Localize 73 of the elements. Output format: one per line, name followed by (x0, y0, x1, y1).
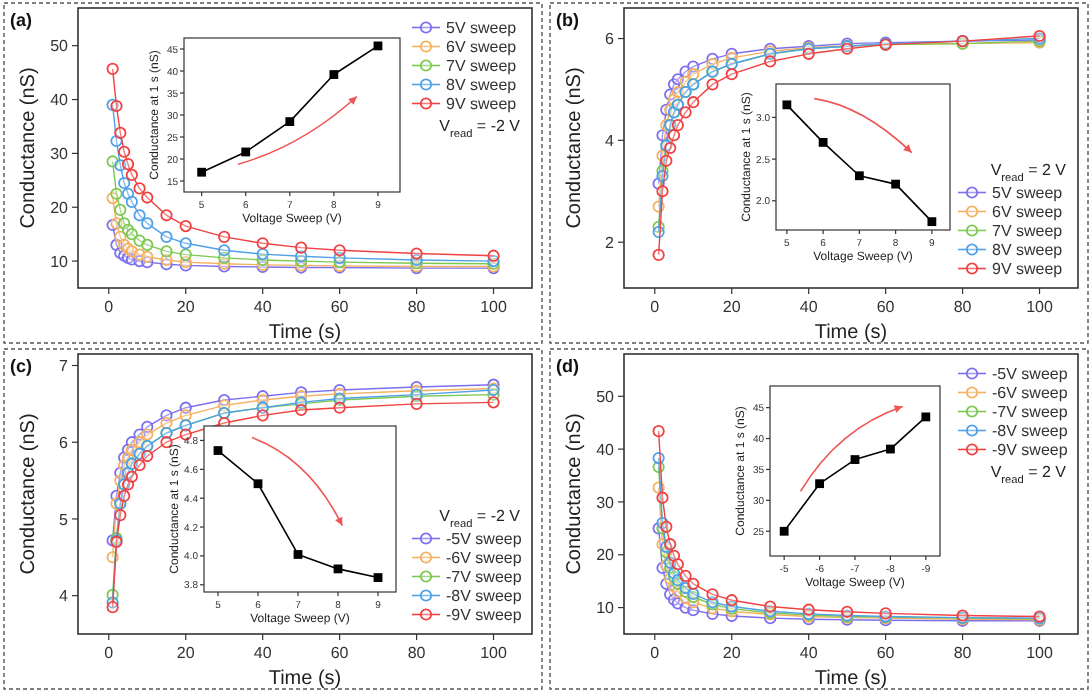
legend-label: -7V sweep (446, 568, 523, 587)
y-tick-label: 10 (596, 599, 616, 618)
x-tick-label: 100 (1026, 644, 1054, 662)
x-axis-title: Time (s) (268, 322, 342, 344)
x-axis-title: Time (s) (814, 322, 888, 344)
legend-label: 6V sweep (992, 203, 1064, 222)
y-tick-label: 40 (50, 91, 70, 110)
x-tick-label: 60 (876, 298, 896, 316)
x-tick-label: 20 (722, 298, 742, 316)
y-tick-label: 30 (50, 144, 70, 163)
legend-label: -6V sweep (446, 549, 523, 568)
y-tick-label: 6 (605, 30, 616, 49)
chart-title: (b) (556, 10, 579, 30)
y-axis-title: Conductance (nS) (564, 413, 586, 575)
y-tick-label: 2 (605, 233, 616, 252)
y-tick-label: 5 (59, 510, 70, 529)
x-tick-label: 20 (722, 644, 742, 662)
y-tick-label: 10 (50, 252, 70, 271)
x-tick-label: 100 (1026, 298, 1054, 316)
x-tick-label: 80 (407, 644, 427, 662)
legend-label: -5V sweep (992, 365, 1069, 384)
x-tick-label: 0 (104, 644, 115, 662)
y-tick-label: 30 (596, 493, 616, 512)
x-tick-label: 100 (480, 298, 508, 316)
legend-label: -8V sweep (992, 422, 1069, 441)
x-tick-label: 80 (953, 298, 973, 316)
chart-title: (c) (10, 356, 32, 376)
y-tick-label: 50 (50, 37, 70, 56)
x-tick-label: 0 (104, 298, 115, 316)
legend-label: -6V sweep (992, 384, 1069, 403)
x-tick-label: 60 (330, 644, 350, 662)
legend-label: -7V sweep (992, 403, 1069, 422)
y-tick-label: 4 (59, 587, 70, 606)
x-tick-label: 100 (480, 644, 508, 662)
legend-label: 5V sweep (446, 19, 518, 38)
annotation: V$_{read}$ = -2 V (439, 117, 522, 141)
x-tick-label: 80 (407, 298, 427, 316)
y-tick-label: 6 (59, 433, 70, 452)
x-tick-label: 80 (953, 644, 973, 662)
legend-label: -5V sweep (446, 530, 523, 549)
x-tick-label: 0 (650, 298, 661, 316)
y-tick-label: 4 (605, 131, 616, 150)
x-tick-label: 0 (650, 644, 661, 662)
x-tick-label: 60 (876, 644, 896, 662)
x-tick-label: 40 (799, 644, 819, 662)
legend-label: 7V sweep (992, 222, 1064, 241)
x-tick-label: 40 (253, 644, 273, 662)
legend-label: -9V sweep (446, 606, 523, 625)
y-tick-label: 50 (596, 387, 616, 406)
x-axis-title: Time (s) (268, 668, 342, 690)
legend-label: 5V sweep (992, 184, 1064, 203)
legend-label: 9V sweep (446, 95, 518, 114)
legend-label: 8V sweep (992, 241, 1064, 260)
legend-label: 6V sweep (446, 38, 518, 57)
legend-label: -9V sweep (992, 441, 1069, 460)
annotation: V$_{read}$ = 2 V (990, 161, 1068, 185)
legend-label: 8V sweep (446, 76, 518, 95)
chart-title: (d) (556, 356, 579, 376)
legend-label: -8V sweep (446, 587, 523, 606)
x-tick-label: 60 (330, 298, 350, 316)
x-tick-label: 40 (799, 298, 819, 316)
y-axis-title: Conductance (nS) (18, 413, 40, 575)
chart-title: (a) (10, 10, 32, 30)
y-tick-label: 7 (59, 357, 70, 376)
legend-label: 7V sweep (446, 57, 518, 76)
x-tick-label: 40 (253, 298, 273, 316)
y-tick-label: 40 (596, 440, 616, 459)
y-axis-title: Conductance (nS) (564, 67, 586, 229)
x-axis-title: Time (s) (814, 668, 888, 690)
annotation: V$_{read}$ = 2 V (990, 463, 1068, 487)
y-axis-title: Conductance (nS) (18, 67, 40, 229)
annotation: V$_{read}$ = -2 V (439, 507, 522, 531)
legend-label: 9V sweep (992, 260, 1064, 279)
